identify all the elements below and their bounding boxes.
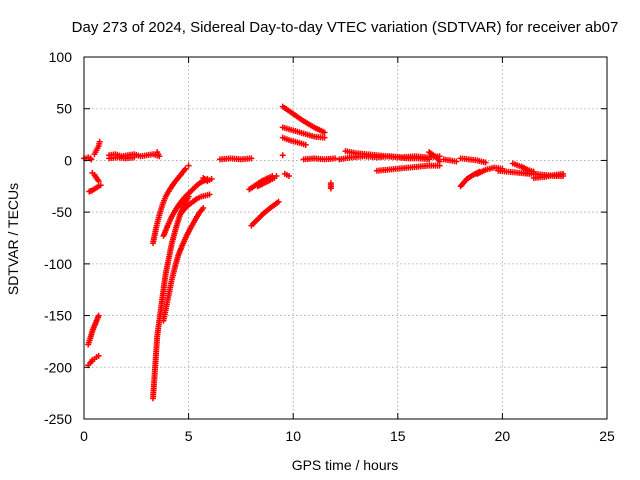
x-tick-label: 25: [599, 428, 615, 444]
data-point: [436, 158, 443, 165]
data-point: [286, 172, 293, 179]
data-point: [327, 185, 334, 192]
y-tick-label: 50: [56, 101, 72, 117]
series-tr13: [177, 191, 213, 218]
data-point: [332, 155, 339, 162]
series-tr10: [150, 165, 189, 247]
series-tr31: [440, 156, 460, 165]
x-tick-label: 5: [185, 428, 193, 444]
data-point: [88, 156, 95, 163]
x-axis-label: GPS time / hours: [292, 457, 399, 473]
data-point: [482, 159, 489, 166]
series-tr01: [81, 154, 95, 163]
data-point: [95, 312, 102, 319]
data-point: [87, 155, 94, 162]
series-tr24: [279, 134, 309, 148]
data-point: [248, 155, 255, 162]
y-tick-label: -100: [44, 256, 72, 272]
x-tick-label: 20: [495, 428, 511, 444]
series-tr26: [327, 180, 334, 192]
series-tr14: [185, 162, 192, 169]
data-point: [95, 352, 102, 359]
y-tick-label: -50: [52, 204, 72, 220]
y-tick-label: -250: [44, 411, 72, 427]
series-tr38: [530, 170, 567, 182]
series-tr15: [200, 175, 215, 185]
series-tr05: [85, 312, 102, 348]
grid-lines: [84, 57, 607, 419]
series-tr30: [426, 149, 443, 165]
x-tick-label: 0: [80, 428, 88, 444]
data-point: [182, 165, 189, 172]
data-point: [96, 138, 103, 145]
series-tr09: [150, 193, 192, 402]
series-tr36: [509, 160, 537, 175]
y-tick-label: -150: [44, 308, 72, 324]
series-tr08: [106, 154, 138, 162]
data-point: [560, 170, 567, 177]
axis-ticks: 0 5 10 15 20 25 100 50 0 -50 -100 -150 -200 -250: [44, 49, 615, 444]
series-tr06: [85, 352, 102, 369]
x-tick-label: 15: [390, 428, 406, 444]
series-tr02: [86, 182, 104, 195]
data-point: [200, 205, 207, 212]
series-tr19: [254, 172, 280, 190]
y-tick-label: 0: [64, 152, 72, 168]
series-tr33: [457, 155, 489, 166]
chart-title: Day 273 of 2024, Sidereal Day-to-day VTE…: [72, 19, 619, 36]
series-tr12: [160, 176, 211, 239]
series-tr11: [160, 205, 207, 324]
y-tick-label: -200: [44, 359, 72, 375]
data-points: [81, 103, 567, 402]
y-axis-label: SDTVAR / TECUs: [5, 183, 21, 295]
data-point: [321, 134, 328, 141]
y-tick-label: 100: [49, 49, 73, 65]
series-tr29: [373, 162, 443, 174]
data-point: [154, 149, 161, 156]
data-point: [185, 162, 192, 169]
data-point: [279, 152, 286, 159]
series-tr03: [91, 138, 103, 158]
series-tr18: [248, 198, 282, 229]
data-point: [273, 172, 280, 179]
data-point: [208, 176, 215, 183]
series-tr25: [300, 155, 339, 163]
data-point: [97, 182, 104, 189]
plot-frame: [83, 56, 608, 420]
data-point: [453, 158, 460, 165]
data-point: [95, 178, 102, 185]
series-tr20: [281, 170, 293, 179]
x-tick-label: 10: [285, 428, 301, 444]
data-point: [426, 156, 433, 163]
data-point: [131, 154, 138, 161]
data-point: [321, 129, 328, 136]
series-tr22: [279, 103, 328, 136]
series-tr21: [279, 152, 286, 159]
series-tr28: [342, 148, 433, 163]
data-point: [206, 191, 213, 198]
data-point: [302, 141, 309, 148]
series-tr04: [89, 169, 102, 185]
series-tr23: [279, 124, 328, 141]
data-point: [275, 198, 282, 205]
series-tr16: [216, 155, 255, 163]
